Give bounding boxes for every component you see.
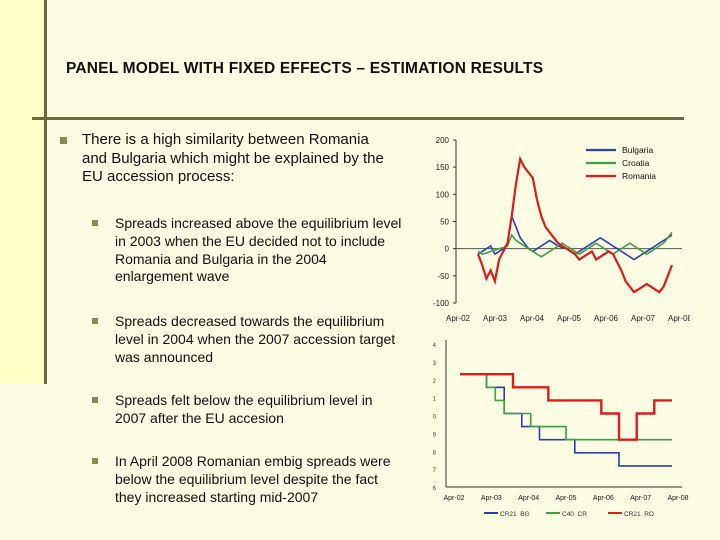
sub-bullet: In April 2008 Romanian embig spreads wer… [92,453,402,506]
legend-label: C40_CR [562,511,587,517]
left-accent-bar [0,0,46,384]
bullet-square-icon [92,397,98,403]
x-tick-label: Apr-02 [443,495,464,502]
legend-label: Croatia [622,158,650,168]
legend-label: CR21_RO [624,511,654,517]
y-tick-label: 7 [433,468,437,474]
bullet-square-icon [92,220,98,226]
x-tick-label: Apr-06 [593,495,614,502]
bullet-square-icon [60,137,67,144]
x-tick-label: Apr-08 [667,495,688,502]
y-tick-label: 0 [445,245,450,254]
series-step-cr21_ro [460,373,672,441]
y-tick-label: 9 [433,432,437,438]
x-tick-label: Apr-05 [557,314,582,323]
x-tick-label: Apr-04 [520,314,545,323]
y-tick-label: -50 [437,272,449,281]
sub-bullet: Spreads decreased towards the equilibriu… [92,313,402,366]
main-bullet: There is a high similarity between Roman… [60,131,390,187]
left-accent-edge [44,0,47,384]
x-tick-label: Apr-03 [483,314,508,323]
y-tick-label: 2 [433,379,437,385]
legend-label: Romania [622,171,656,181]
y-tick-label: 150 [436,163,450,172]
sub-bullet-text: Spreads decreased towards the equilibriu… [115,313,396,365]
x-tick-label: Apr-05 [555,495,576,502]
x-tick-label: Apr-02 [446,314,471,323]
y-tick-label: 6 [433,486,437,492]
y-tick-label: 4 [433,343,437,349]
y-tick-label: 50 [440,218,449,227]
x-tick-label: Apr-07 [631,314,656,323]
x-tick-label: Apr-03 [481,495,502,502]
y-tick-label: 200 [436,136,450,145]
y-tick-label: 3 [433,361,437,367]
y-tick-label: 8 [433,450,437,456]
legend-label: CR21_BG [500,511,530,517]
sub-bullet-text: Spreads increased above the equilibrium … [115,215,402,285]
x-tick-label: Apr-08 [668,314,690,323]
series-line-croatia [477,231,673,258]
legend-label: Bulgaria [622,145,653,155]
y-tick-label: 100 [436,190,450,199]
x-tick-label: Apr-06 [594,314,619,323]
series-step-c40_cr [460,373,672,441]
series-line-romania [476,155,674,294]
main-bullet-text: There is a high similarity between Roman… [82,131,384,186]
spreads-line-chart: 200 150 100 50 0 -50 -100 Apr-02 Apr-03 Apr-04 Apr… [433,136,690,323]
y-tick-label: 1 [433,397,437,403]
bullet-square-icon [92,458,98,464]
sub-bullet-text: In April 2008 Romanian embig spreads wer… [115,453,391,505]
y-tick-label: 0 [433,415,437,421]
sub-bullet: Spreads increased above the equilibrium … [92,215,402,286]
x-tick-label: Apr-04 [518,495,539,502]
sub-bullet-text: Spreads felt below the equilibrium level… [115,392,373,426]
title-divider [32,117,684,120]
x-tick-label: Apr-07 [630,495,651,502]
sub-bullet: Spreads felt below the equilibrium level… [92,392,402,428]
bullet-square-icon [92,318,98,324]
slide-title: PANEL MODEL WITH FIXED EFFECTS – ESTIMAT… [66,60,544,77]
y-tick-label: -100 [433,299,450,308]
